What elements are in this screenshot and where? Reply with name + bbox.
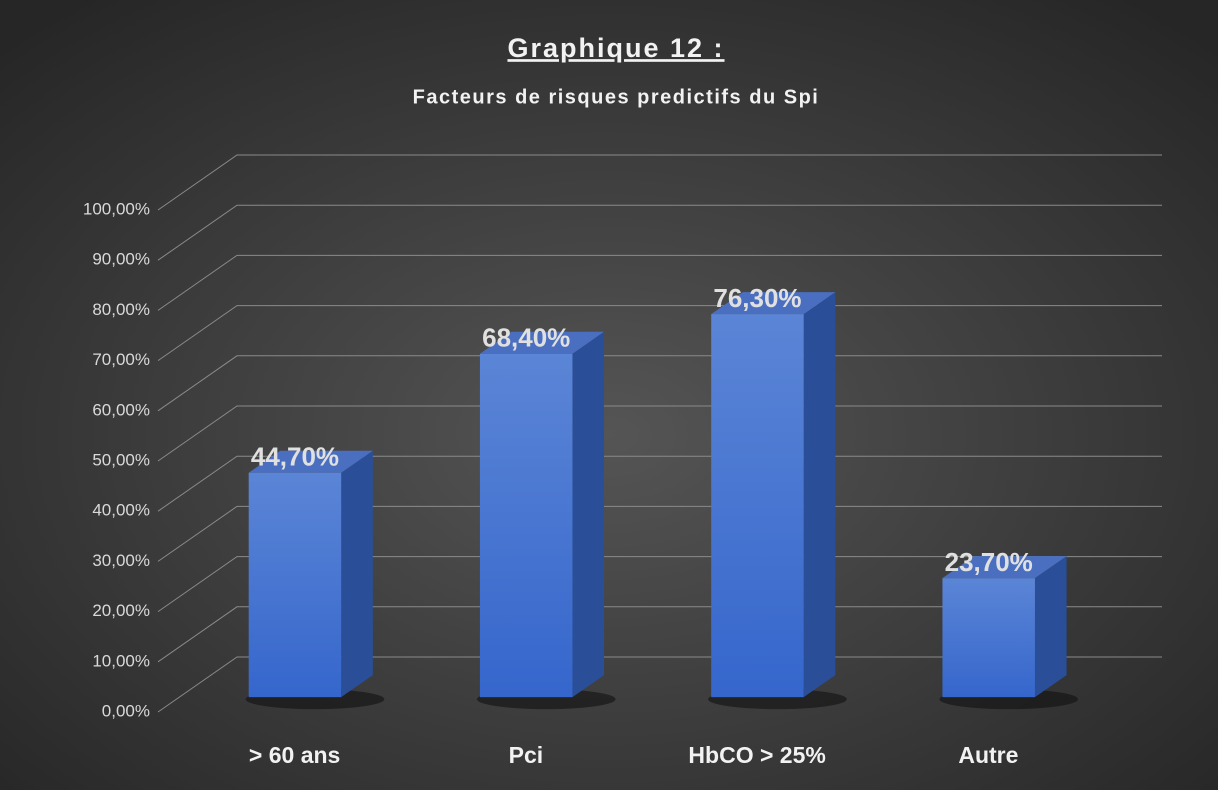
bar bbox=[479, 331, 605, 698]
grid-line bbox=[157, 405, 1162, 462]
bar-front bbox=[479, 353, 573, 698]
value-label: 23,70% bbox=[945, 547, 1033, 577]
bar-front bbox=[248, 472, 342, 698]
bar-side bbox=[803, 292, 836, 698]
x-tick-label: Autre bbox=[958, 742, 1018, 768]
bar-top bbox=[942, 556, 1067, 579]
bar bbox=[942, 556, 1067, 698]
bar-side bbox=[572, 331, 605, 698]
grid-line bbox=[157, 154, 1162, 211]
grid-line bbox=[157, 305, 1162, 362]
y-tick-label: 50,00% bbox=[92, 450, 150, 469]
y-tick-label: 70,00% bbox=[92, 350, 150, 369]
grid-line bbox=[157, 355, 1162, 412]
bar-top bbox=[248, 450, 373, 473]
x-tick-label: HbCO > 25% bbox=[688, 742, 825, 768]
value-label: 68,40% bbox=[482, 323, 570, 353]
x-tick-label: Pci bbox=[509, 742, 544, 768]
x-tick-label: > 60 ans bbox=[249, 742, 340, 768]
bar-side bbox=[1034, 556, 1067, 698]
bar bbox=[711, 292, 836, 698]
bar-front bbox=[711, 314, 804, 698]
grid-line bbox=[157, 204, 1162, 261]
y-tick-label: 60,00% bbox=[92, 400, 150, 419]
bar-side bbox=[341, 450, 373, 698]
grid-line bbox=[157, 656, 1162, 713]
grid-line bbox=[157, 606, 1162, 663]
y-tick-label: 40,00% bbox=[92, 501, 150, 520]
chart-subtitle: Facteurs de risques predictifs du Spi bbox=[413, 86, 820, 108]
value-label: 44,70% bbox=[251, 442, 339, 472]
y-tick-label: 0,00% bbox=[102, 701, 150, 720]
y-tick-label: 100,00% bbox=[83, 199, 150, 218]
y-tick-label: 80,00% bbox=[92, 300, 150, 319]
bar-front bbox=[942, 578, 1035, 698]
bar-top bbox=[479, 331, 605, 354]
grid-line bbox=[157, 254, 1162, 311]
bar bbox=[248, 450, 373, 698]
chart-title: Graphique 12 : bbox=[507, 33, 724, 63]
grid-line bbox=[157, 505, 1162, 562]
grid-line bbox=[157, 556, 1162, 613]
y-tick-label: 30,00% bbox=[92, 551, 150, 570]
value-label: 76,30% bbox=[713, 283, 801, 313]
bar-top bbox=[711, 292, 836, 315]
y-tick-label: 10,00% bbox=[92, 651, 150, 670]
grid-line bbox=[157, 455, 1162, 512]
y-tick-label: 90,00% bbox=[92, 250, 150, 269]
y-tick-label: 20,00% bbox=[92, 601, 150, 620]
